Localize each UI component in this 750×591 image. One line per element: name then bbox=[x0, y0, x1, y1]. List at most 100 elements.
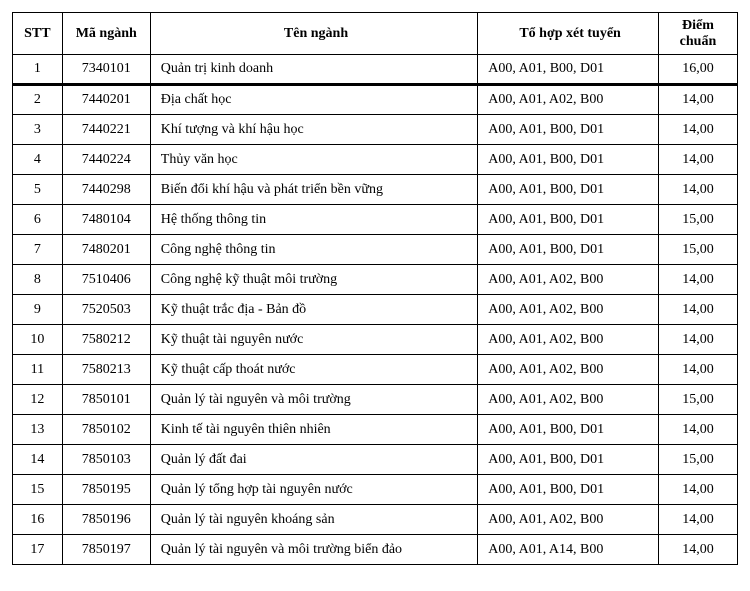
cell-diem-chuan: 14,00 bbox=[658, 325, 737, 355]
cell-diem-chuan: 14,00 bbox=[658, 505, 737, 535]
header-row: STT Mã ngành Tên ngành Tổ hợp xét tuyển … bbox=[13, 13, 738, 55]
cell-ma-nganh: 7580212 bbox=[62, 325, 150, 355]
cell-stt: 14 bbox=[13, 445, 63, 475]
cell-diem-chuan: 15,00 bbox=[658, 205, 737, 235]
table-row: 37440221Khí tượng và khí hậu họcA00, A01… bbox=[13, 115, 738, 145]
cell-diem-chuan: 16,00 bbox=[658, 55, 737, 85]
header-diem-chuan: Điểm chuẩn bbox=[658, 13, 737, 55]
cell-stt: 3 bbox=[13, 115, 63, 145]
cell-stt: 10 bbox=[13, 325, 63, 355]
cell-to-hop: A00, A01, A02, B00 bbox=[478, 505, 659, 535]
cell-to-hop: A00, A01, B00, D01 bbox=[478, 55, 659, 85]
cell-diem-chuan: 15,00 bbox=[658, 385, 737, 415]
cell-ma-nganh: 7850197 bbox=[62, 535, 150, 565]
cell-diem-chuan: 14,00 bbox=[658, 115, 737, 145]
header-ten-nganh: Tên ngành bbox=[150, 13, 477, 55]
cell-ma-nganh: 7580213 bbox=[62, 355, 150, 385]
cell-ma-nganh: 7850101 bbox=[62, 385, 150, 415]
cell-to-hop: A00, A01, B00, D01 bbox=[478, 115, 659, 145]
cell-to-hop: A00, A01, B00, D01 bbox=[478, 475, 659, 505]
cell-to-hop: A00, A01, B00, D01 bbox=[478, 145, 659, 175]
table-row: 127850101Quản lý tài nguyên và môi trườn… bbox=[13, 385, 738, 415]
table-row: 177850197Quản lý tài nguyên và môi trườn… bbox=[13, 535, 738, 565]
table-header: STT Mã ngành Tên ngành Tổ hợp xét tuyển … bbox=[13, 13, 738, 55]
cell-ten-nganh: Công nghệ thông tin bbox=[150, 235, 477, 265]
cell-stt: 13 bbox=[13, 415, 63, 445]
cell-ma-nganh: 7510406 bbox=[62, 265, 150, 295]
cell-to-hop: A00, A01, A02, B00 bbox=[478, 85, 659, 115]
cell-ma-nganh: 7440201 bbox=[62, 85, 150, 115]
cell-to-hop: A00, A01, B00, D01 bbox=[478, 445, 659, 475]
cell-ten-nganh: Quản lý tổng hợp tài nguyên nước bbox=[150, 475, 477, 505]
cell-diem-chuan: 14,00 bbox=[658, 85, 737, 115]
table-body: 17340101Quản trị kinh doanhA00, A01, B00… bbox=[13, 55, 738, 565]
cell-stt: 5 bbox=[13, 175, 63, 205]
cell-to-hop: A00, A01, A02, B00 bbox=[478, 295, 659, 325]
table-row: 147850103Quản lý đất đaiA00, A01, B00, D… bbox=[13, 445, 738, 475]
cell-diem-chuan: 14,00 bbox=[658, 145, 737, 175]
cell-diem-chuan: 15,00 bbox=[658, 445, 737, 475]
cell-ma-nganh: 7480104 bbox=[62, 205, 150, 235]
cell-ma-nganh: 7850195 bbox=[62, 475, 150, 505]
cell-ten-nganh: Khí tượng và khí hậu học bbox=[150, 115, 477, 145]
cell-ten-nganh: Địa chất học bbox=[150, 85, 477, 115]
table-row: 27440201Địa chất họcA00, A01, A02, B0014… bbox=[13, 85, 738, 115]
cell-stt: 16 bbox=[13, 505, 63, 535]
cell-ma-nganh: 7340101 bbox=[62, 55, 150, 85]
admission-table: STT Mã ngành Tên ngành Tổ hợp xét tuyển … bbox=[12, 12, 738, 565]
cell-diem-chuan: 14,00 bbox=[658, 175, 737, 205]
cell-ten-nganh: Quản lý tài nguyên và môi trường bbox=[150, 385, 477, 415]
cell-ma-nganh: 7480201 bbox=[62, 235, 150, 265]
cell-ten-nganh: Kinh tế tài nguyên thiên nhiên bbox=[150, 415, 477, 445]
cell-stt: 15 bbox=[13, 475, 63, 505]
table-row: 17340101Quản trị kinh doanhA00, A01, B00… bbox=[13, 55, 738, 85]
cell-ten-nganh: Công nghệ kỹ thuật môi trường bbox=[150, 265, 477, 295]
cell-to-hop: A00, A01, B00, D01 bbox=[478, 175, 659, 205]
cell-ten-nganh: Hệ thống thông tin bbox=[150, 205, 477, 235]
header-to-hop: Tổ hợp xét tuyển bbox=[478, 13, 659, 55]
cell-stt: 8 bbox=[13, 265, 63, 295]
cell-ma-nganh: 7850103 bbox=[62, 445, 150, 475]
header-stt: STT bbox=[13, 13, 63, 55]
table-row: 157850195Quản lý tổng hợp tài nguyên nướ… bbox=[13, 475, 738, 505]
cell-diem-chuan: 14,00 bbox=[658, 355, 737, 385]
cell-diem-chuan: 14,00 bbox=[658, 295, 737, 325]
cell-stt: 12 bbox=[13, 385, 63, 415]
header-ma-nganh: Mã ngành bbox=[62, 13, 150, 55]
cell-to-hop: A00, A01, B00, D01 bbox=[478, 205, 659, 235]
cell-to-hop: A00, A01, A02, B00 bbox=[478, 355, 659, 385]
cell-diem-chuan: 14,00 bbox=[658, 265, 737, 295]
cell-ma-nganh: 7520503 bbox=[62, 295, 150, 325]
cell-to-hop: A00, A01, A02, B00 bbox=[478, 325, 659, 355]
cell-to-hop: A00, A01, B00, D01 bbox=[478, 235, 659, 265]
cell-ten-nganh: Quản lý tài nguyên khoáng sản bbox=[150, 505, 477, 535]
cell-diem-chuan: 14,00 bbox=[658, 535, 737, 565]
cell-to-hop: A00, A01, A02, B00 bbox=[478, 265, 659, 295]
cell-ma-nganh: 7850196 bbox=[62, 505, 150, 535]
cell-ten-nganh: Kỹ thuật trắc địa - Bản đồ bbox=[150, 295, 477, 325]
table-row: 87510406Công nghệ kỹ thuật môi trườngA00… bbox=[13, 265, 738, 295]
cell-diem-chuan: 14,00 bbox=[658, 475, 737, 505]
cell-to-hop: A00, A01, A14, B00 bbox=[478, 535, 659, 565]
cell-stt: 6 bbox=[13, 205, 63, 235]
cell-diem-chuan: 15,00 bbox=[658, 235, 737, 265]
cell-stt: 4 bbox=[13, 145, 63, 175]
table-row: 117580213Kỹ thuật cấp thoát nướcA00, A01… bbox=[13, 355, 738, 385]
cell-ma-nganh: 7440298 bbox=[62, 175, 150, 205]
cell-stt: 11 bbox=[13, 355, 63, 385]
cell-ten-nganh: Kỹ thuật cấp thoát nước bbox=[150, 355, 477, 385]
cell-ten-nganh: Quản trị kinh doanh bbox=[150, 55, 477, 85]
cell-ma-nganh: 7440224 bbox=[62, 145, 150, 175]
table-row: 67480104Hệ thống thông tinA00, A01, B00,… bbox=[13, 205, 738, 235]
cell-stt: 7 bbox=[13, 235, 63, 265]
cell-ten-nganh: Quản lý tài nguyên và môi trường biển đả… bbox=[150, 535, 477, 565]
cell-to-hop: A00, A01, B00, D01 bbox=[478, 415, 659, 445]
cell-stt: 1 bbox=[13, 55, 63, 85]
table-row: 77480201Công nghệ thông tinA00, A01, B00… bbox=[13, 235, 738, 265]
cell-ten-nganh: Thủy văn học bbox=[150, 145, 477, 175]
cell-stt: 9 bbox=[13, 295, 63, 325]
table-row: 47440224Thủy văn họcA00, A01, B00, D0114… bbox=[13, 145, 738, 175]
cell-ma-nganh: 7850102 bbox=[62, 415, 150, 445]
table-row: 137850102Kinh tế tài nguyên thiên nhiênA… bbox=[13, 415, 738, 445]
cell-ten-nganh: Biến đổi khí hậu và phát triển bền vững bbox=[150, 175, 477, 205]
